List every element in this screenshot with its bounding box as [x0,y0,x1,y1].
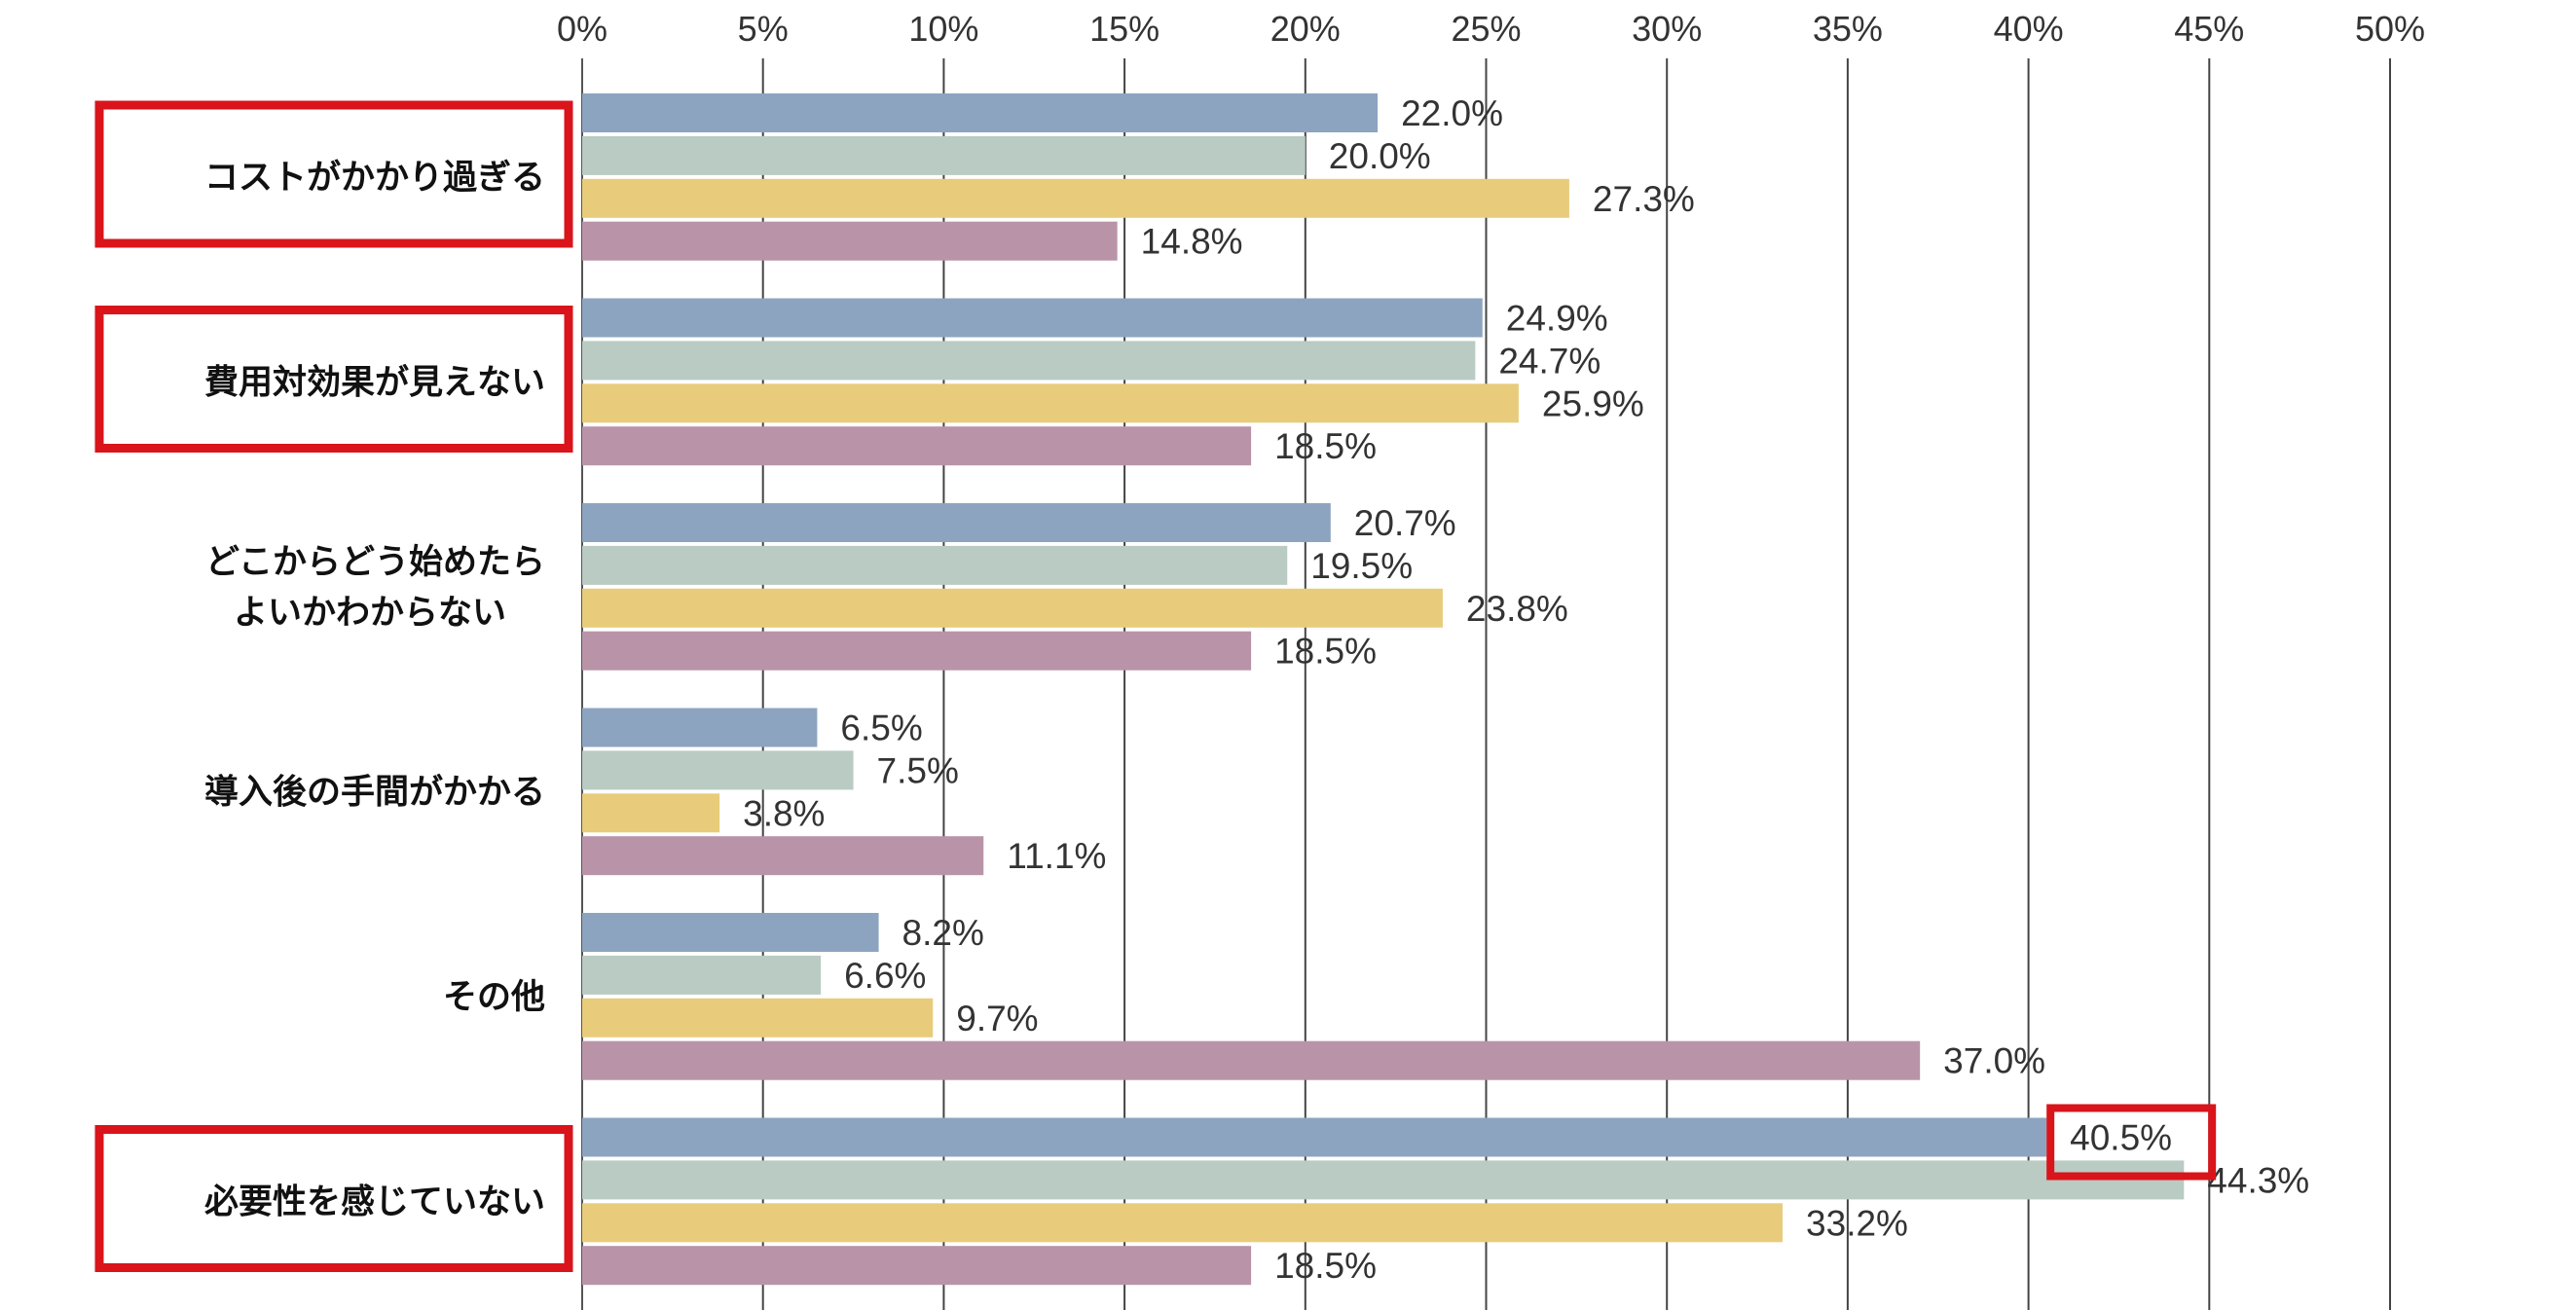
bar [582,426,1252,466]
bar [582,1246,1252,1286]
highlight-box [94,100,573,248]
bar [582,298,1483,338]
value-labels: 22.0%20.0% 27.3% 14.8% 24.9%24.7%25.9% 18.5%… [743,93,2309,1286]
bar [582,221,1118,261]
x-tick-label: 10% [908,9,978,49]
bar [582,545,1288,585]
bar [582,1040,1921,1080]
bar [582,1117,2047,1157]
x-tick-label: 20% [1270,9,1341,49]
bar [582,631,1252,671]
value-label: 27.3% [1593,179,1695,219]
highlight-box [94,306,573,453]
value-label: 20.0% [1329,136,1431,176]
highlight-box [94,1125,573,1272]
value-label: 24.7% [1498,341,1601,381]
value-label: 19.5% [1310,546,1413,586]
bar [582,135,1306,175]
x-tick-label: 50% [2355,9,2425,49]
bar [582,955,822,995]
x-tick-label: 15% [1089,9,1159,49]
category-label: 導入後の手間がかかる [204,773,545,812]
category-label: よいかわからない [234,594,506,633]
x-axis-ticks: 0% 5% 10% 15% 20% 25% 30% 35% 40% 45% 50% [557,9,2425,49]
category-label: その他 [443,978,545,1017]
value-label: 20.7% [1354,503,1456,543]
bar [582,341,1476,381]
value-label: 44.3% [2207,1160,2309,1200]
value-label: 6.5% [840,709,922,748]
value-label: 3.8% [743,793,825,833]
bar [582,178,1569,218]
value-label: 9.7% [956,999,1038,1038]
value-label: 14.8% [1141,222,1243,262]
bar [582,708,818,747]
x-tick-label: 30% [1632,9,1702,49]
category-label: 費用対効果が見えない [204,363,545,402]
value-label: 25.9% [1542,383,1644,423]
bar [582,1203,1784,1243]
bar [582,503,1331,542]
category-labels: コストがかかり過ぎる費用対効果が見えないどこからどう始めたらよいかわからない導入… [204,159,545,1221]
highlight-value-box [2046,1104,2217,1181]
value-label: 6.6% [844,956,926,996]
value-label: 8.2% [902,913,984,953]
bar [582,383,1519,423]
value-label: 18.5% [1274,632,1377,672]
highlight-boxes [94,100,2217,1272]
x-tick-label: 45% [2174,9,2244,49]
x-tick-label: 25% [1451,9,1521,49]
bar [582,793,720,833]
value-label: 18.5% [1274,426,1377,466]
category-label: どこからどう始めたら [205,543,545,582]
bar [582,836,984,876]
value-label: 37.0% [1943,1041,2045,1081]
value-label: 24.9% [1506,299,1608,339]
value-label: 40.5% [2070,1118,2172,1158]
bar [582,93,1379,132]
category-label: コストがかかり過ぎる [204,159,545,198]
bar [582,750,854,790]
bar [582,913,879,952]
gridlines [581,58,2391,1310]
value-label: 23.8% [1466,589,1568,629]
bars [582,93,2185,1286]
x-tick-label: 5% [738,9,789,49]
value-label: 7.5% [877,750,959,790]
bar [582,588,1443,628]
value-label: 22.0% [1401,93,1503,133]
category-label: 必要性を感じていない [204,1183,545,1221]
bar [582,1160,2185,1200]
x-tick-label: 0% [557,9,607,49]
value-label: 33.2% [1806,1203,1908,1243]
bar [582,998,934,1037]
x-tick-label: 40% [1994,9,2064,49]
value-label: 18.5% [1274,1246,1377,1286]
value-label: 11.1% [1007,836,1106,876]
x-tick-label: 35% [1813,9,1883,49]
